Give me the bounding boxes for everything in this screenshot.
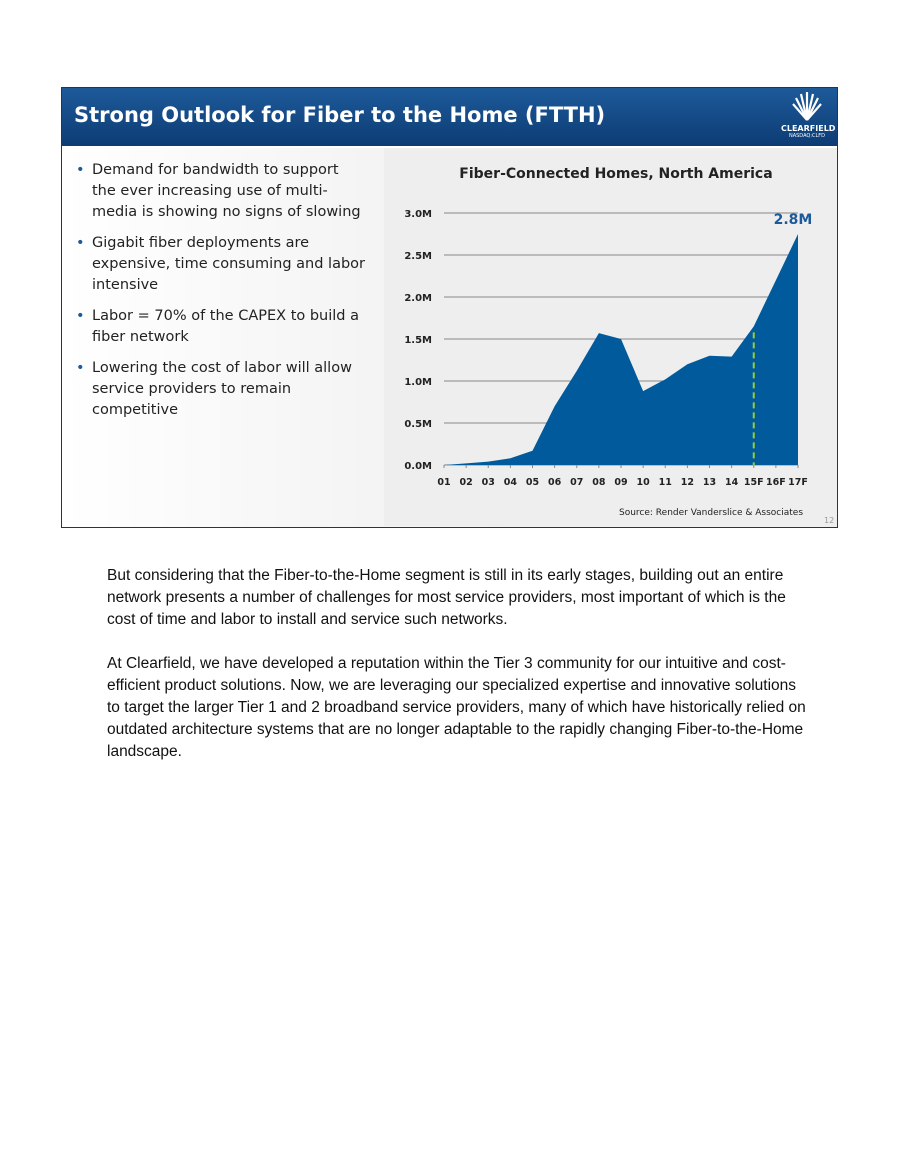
y-tick-label: 0.5M (404, 419, 432, 430)
x-tick-label: 03 (482, 477, 495, 488)
x-tick-label: 02 (460, 477, 473, 488)
page-number: 12 (824, 516, 835, 525)
y-tick-label: 2.5M (404, 251, 432, 262)
x-tick-label: 05 (526, 477, 539, 488)
shell-icon (792, 92, 822, 121)
bullet-item: Lowering the cost of labor will allow se… (76, 358, 366, 421)
annotation-label: 2.8M (774, 212, 813, 228)
x-tick-label: 11 (659, 477, 672, 488)
area-series (444, 234, 798, 465)
x-tick-label: 15F (744, 477, 764, 488)
slide: Strong Outlook for Fiber to the Home (FT… (61, 87, 838, 528)
x-tick-label: 04 (504, 477, 518, 488)
logo-name: CLEARFIELD (781, 124, 836, 133)
x-tick-label: 06 (548, 477, 562, 488)
x-tick-label: 16F (766, 477, 786, 488)
y-tick-label: 1.5M (404, 335, 432, 346)
paragraph: But considering that the Fiber-to-the-Ho… (107, 567, 786, 628)
slide-header: Strong Outlook for Fiber to the Home (FT… (62, 88, 837, 148)
y-tick-label: 3.0M (404, 209, 432, 220)
logo-ticker: NASDAQ:CLFD (788, 133, 826, 139)
x-tick-label: 09 (614, 477, 627, 488)
chart-title: Fiber-Connected Homes, North America (459, 166, 772, 182)
x-tick-label: 08 (592, 477, 606, 488)
clearfield-logo: CLEARFIELD NASDAQ:CLFD (781, 90, 836, 144)
y-tick-label: 1.0M (404, 377, 432, 388)
source-note: Source: Render Vanderslice & Associates (619, 508, 804, 518)
paragraph: At Clearfield, we have developed a reput… (107, 655, 806, 760)
x-tick-label: 14 (725, 477, 739, 488)
x-tick-label: 12 (681, 477, 694, 488)
bullet-item: Gigabit fiber deployments are expensive,… (76, 233, 366, 296)
slide-title: Strong Outlook for Fiber to the Home (FT… (74, 103, 606, 127)
x-tick-label: 01 (437, 477, 450, 488)
x-tick-label: 07 (570, 477, 583, 488)
x-tick-label: 10 (637, 477, 651, 488)
area-chart: Fiber-Connected Homes, North America 0.0… (384, 148, 836, 526)
x-tick-label: 13 (703, 477, 716, 488)
bullet-item: Labor = 70% of the CAPEX to build a fibe… (76, 306, 366, 348)
x-tick-label: 17F (788, 477, 808, 488)
body-text: But considering that the Fiber-to-the-Ho… (107, 565, 807, 785)
y-tick-label: 2.0M (404, 293, 432, 304)
bullet-item: Demand for bandwidth to support the ever… (76, 160, 366, 223)
y-tick-label: 0.0M (404, 461, 432, 472)
bullet-list: Demand for bandwidth to support the ever… (76, 160, 366, 431)
